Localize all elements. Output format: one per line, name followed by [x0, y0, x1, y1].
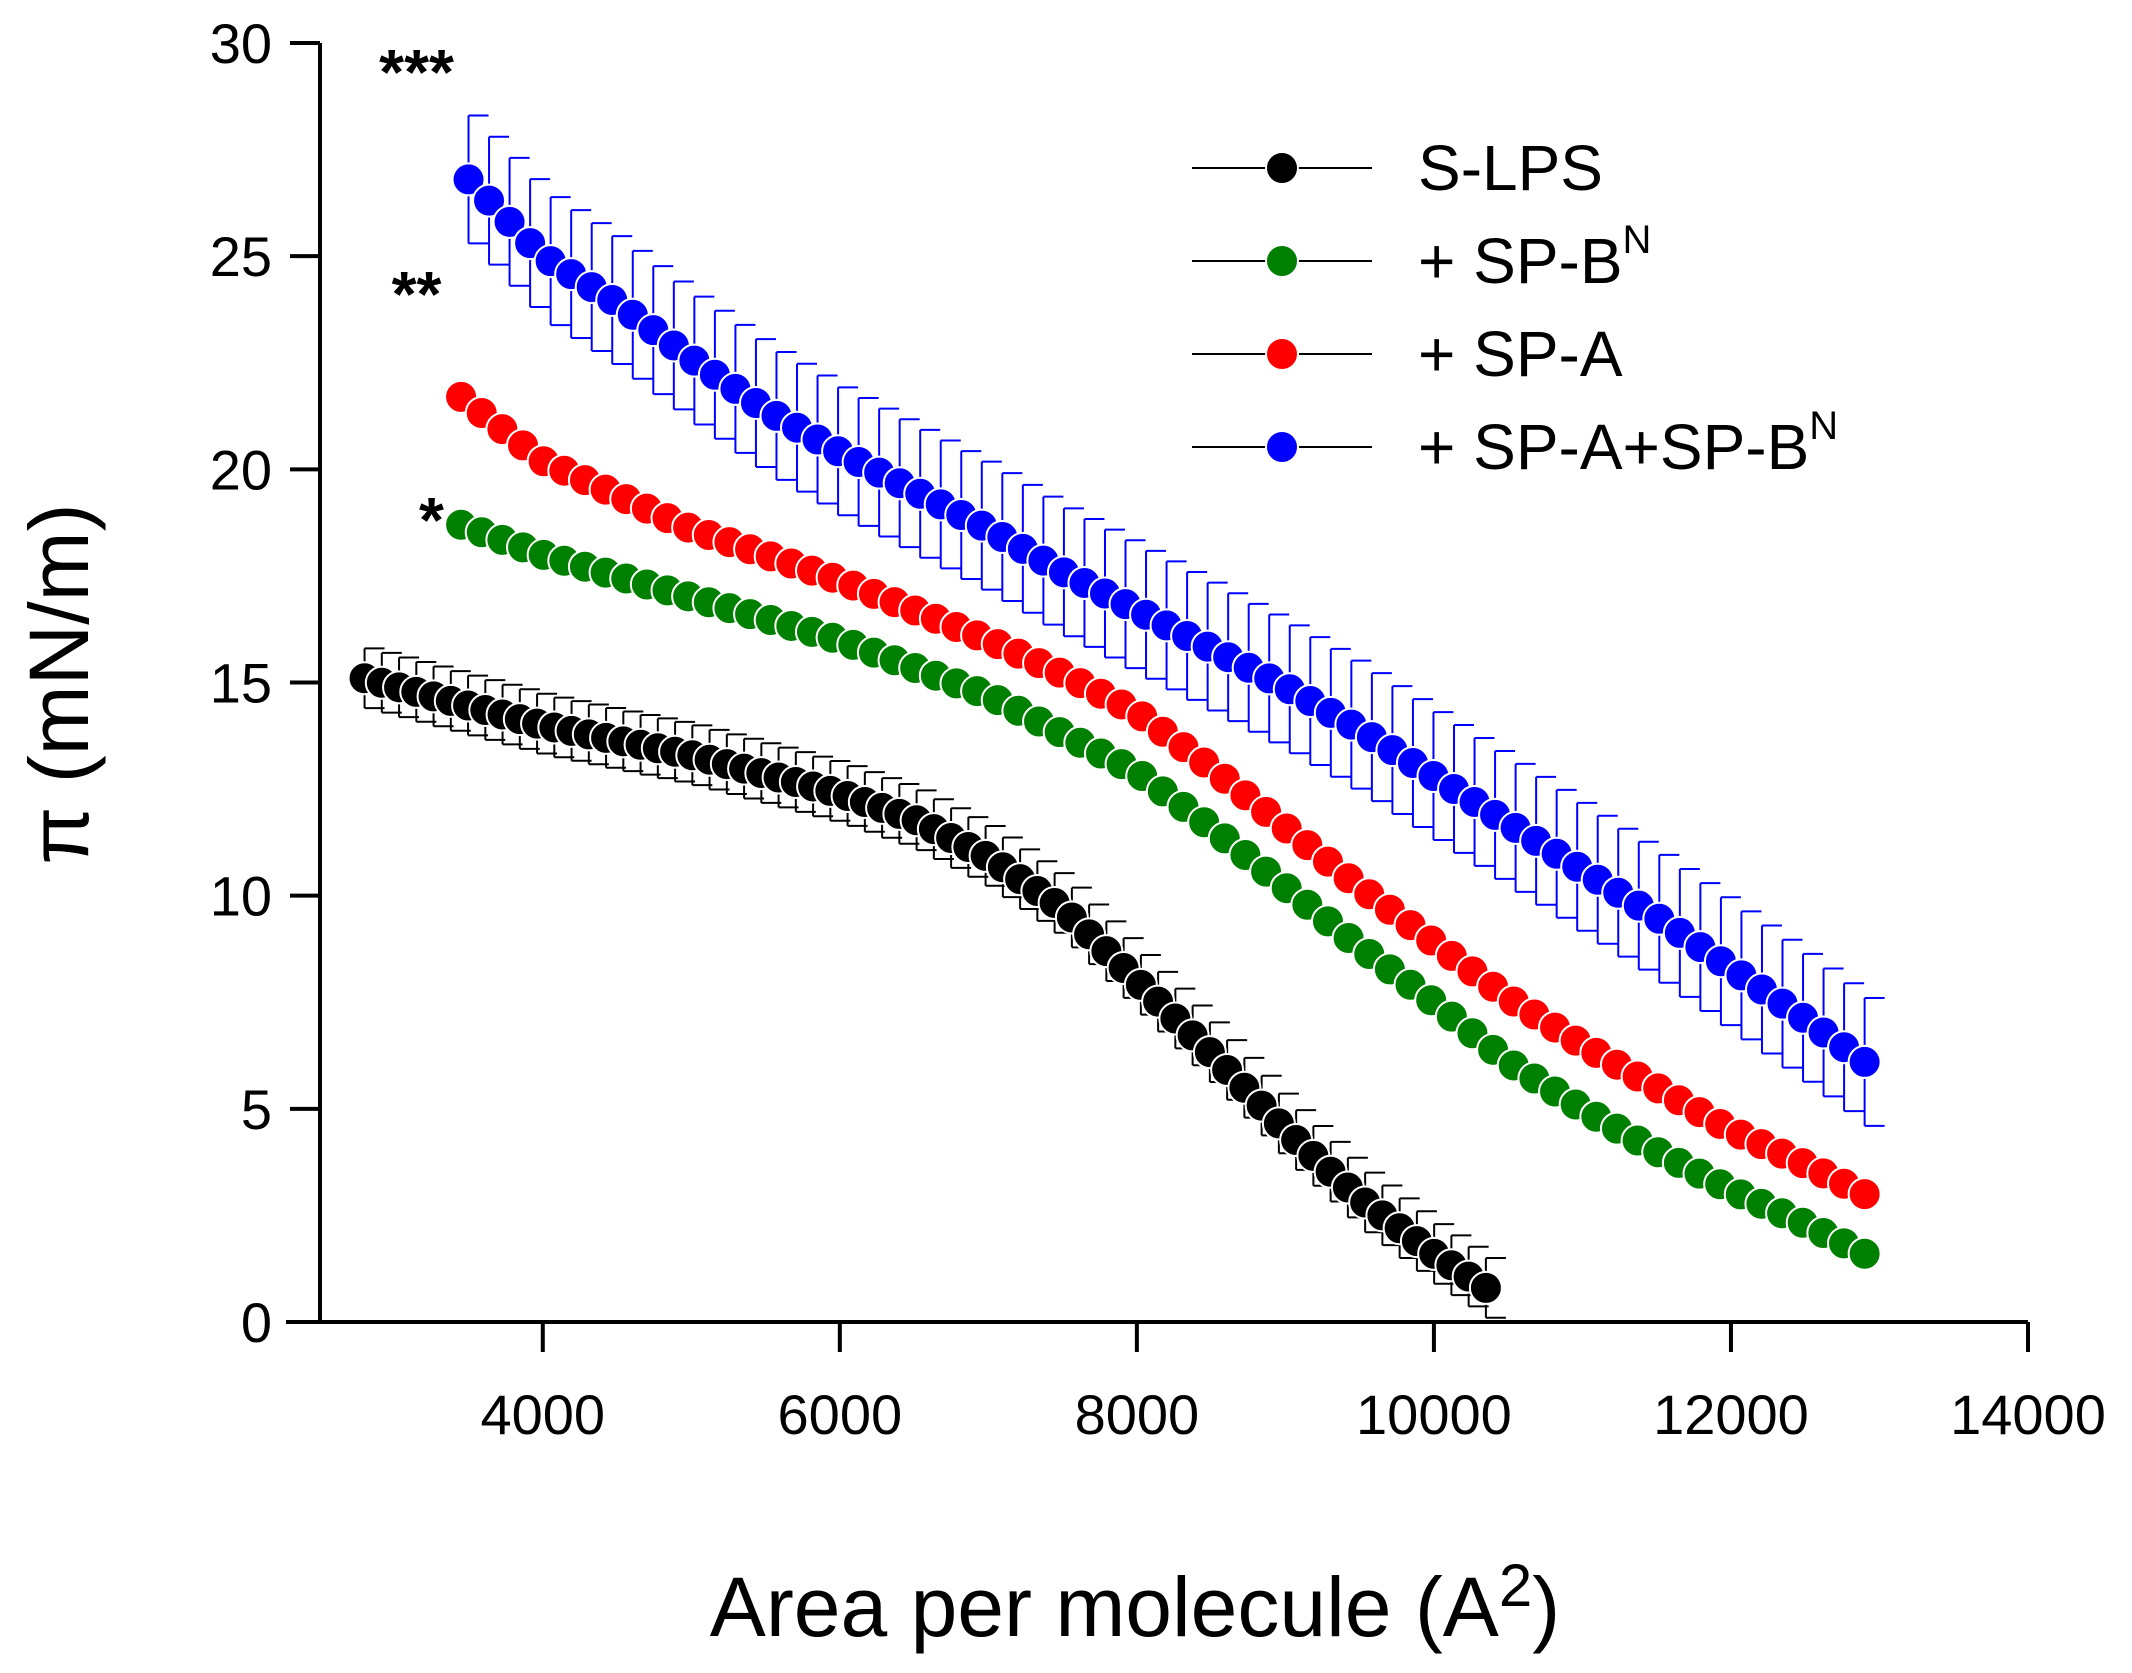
y-tick-label: 10 — [210, 865, 272, 928]
y-tick-label: 25 — [210, 225, 272, 288]
legend: S-LPS+ SP-BN+ SP-A+ SP-A+SP-BN — [1192, 132, 1838, 483]
x-tick-label: 4000 — [480, 1383, 605, 1446]
x-axis-title-sup: 2 — [1499, 1552, 1532, 1619]
legend-item: + SP-A — [1192, 318, 1623, 390]
ticks: 0 5 10 15 20 25 30 4000 6000 8000 10000 12000 14000 — [210, 12, 2106, 1446]
legend-marker — [1265, 337, 1299, 371]
data-point — [1847, 1044, 1882, 1079]
x-tick-label: 8000 — [1075, 1383, 1200, 1446]
y-tick-label: 30 — [210, 12, 272, 75]
significance-marker: *** — [379, 36, 454, 108]
series-1 — [444, 507, 1882, 1271]
y-axis-title: π (mN/m) — [12, 503, 106, 864]
data-point — [492, 204, 527, 239]
legend-label-text: S-LPS — [1418, 132, 1603, 204]
series-3 — [451, 114, 1885, 1127]
data-point — [1847, 1236, 1882, 1271]
significance-markers: ****** — [379, 36, 454, 556]
legend-label-sup: N — [1623, 218, 1652, 262]
legend-label-text: + SP-A+SP-B — [1418, 411, 1809, 483]
y-tick-label: 5 — [241, 1078, 272, 1141]
x-tick-label: 14000 — [1950, 1383, 2106, 1446]
y-tick-label: 20 — [210, 438, 272, 501]
legend-label: + SP-A — [1418, 318, 1623, 390]
legend-label: S-LPS — [1418, 132, 1603, 204]
series-2 — [444, 379, 1882, 1212]
x-tick-label: 12000 — [1653, 1383, 1809, 1446]
legend-marker — [1265, 151, 1299, 185]
data-point — [472, 183, 507, 218]
data-point — [1847, 1177, 1882, 1212]
legend-item: + SP-BN — [1192, 218, 1651, 297]
y-tick-label: 15 — [210, 652, 272, 715]
data-point — [1468, 1270, 1503, 1305]
y-tick-label: 0 — [241, 1291, 272, 1354]
legend-label-text: + SP-B — [1418, 225, 1623, 297]
x-tick-label: 10000 — [1356, 1383, 1512, 1446]
significance-marker: * — [419, 484, 444, 556]
legend-item: S-LPS — [1192, 132, 1603, 204]
data-point — [451, 162, 486, 197]
x-axis-title: Area per molecule (A2) — [710, 1552, 1560, 1654]
x-tick-label: 6000 — [778, 1383, 903, 1446]
x-axis-title-main: Area per molecule (A — [710, 1560, 1499, 1654]
legend-label-sup: N — [1809, 404, 1838, 448]
legend-marker — [1265, 430, 1299, 464]
significance-marker: ** — [392, 258, 442, 330]
legend-label-text: + SP-A — [1418, 318, 1623, 390]
legend-label: + SP-BN — [1418, 218, 1651, 297]
x-axis-title-close: ) — [1532, 1560, 1560, 1654]
legend-marker — [1265, 244, 1299, 278]
legend-item: + SP-A+SP-BN — [1192, 404, 1838, 483]
series-0 — [347, 647, 1506, 1319]
legend-label: + SP-A+SP-BN — [1418, 404, 1838, 483]
data-series — [347, 114, 1885, 1319]
